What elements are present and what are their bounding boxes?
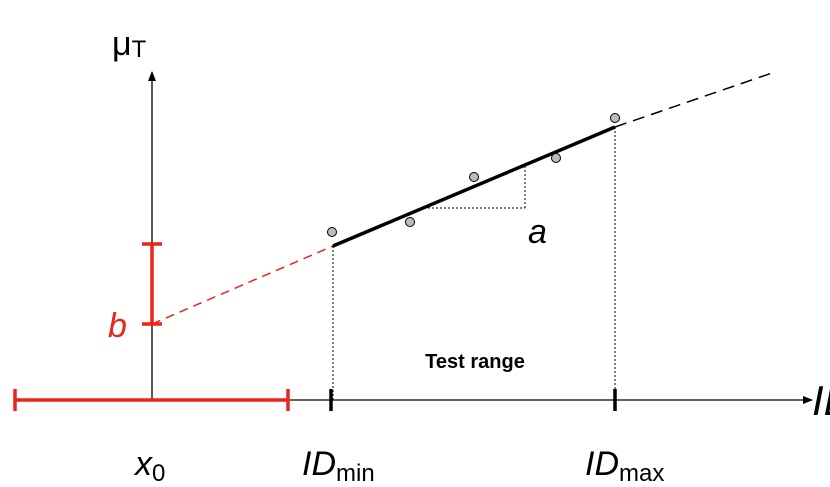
slope-label: a <box>528 213 547 251</box>
x0-bar <box>13 389 290 411</box>
test-range-label: Test range <box>425 351 525 373</box>
id-max-label: IDmax <box>585 445 664 487</box>
id-min-label: IDmin <box>302 445 375 487</box>
guides <box>332 127 616 400</box>
data-points <box>327 113 620 237</box>
extrapolation-right <box>614 72 773 128</box>
y-axis-label: μT <box>112 25 147 63</box>
extrapolation-left <box>151 245 334 325</box>
intercept-label: b <box>108 307 127 345</box>
x-axis-label: ID <box>812 377 830 424</box>
fit-line <box>332 125 616 248</box>
x0-label: x0 <box>133 445 165 487</box>
intercept-bar <box>142 242 162 326</box>
